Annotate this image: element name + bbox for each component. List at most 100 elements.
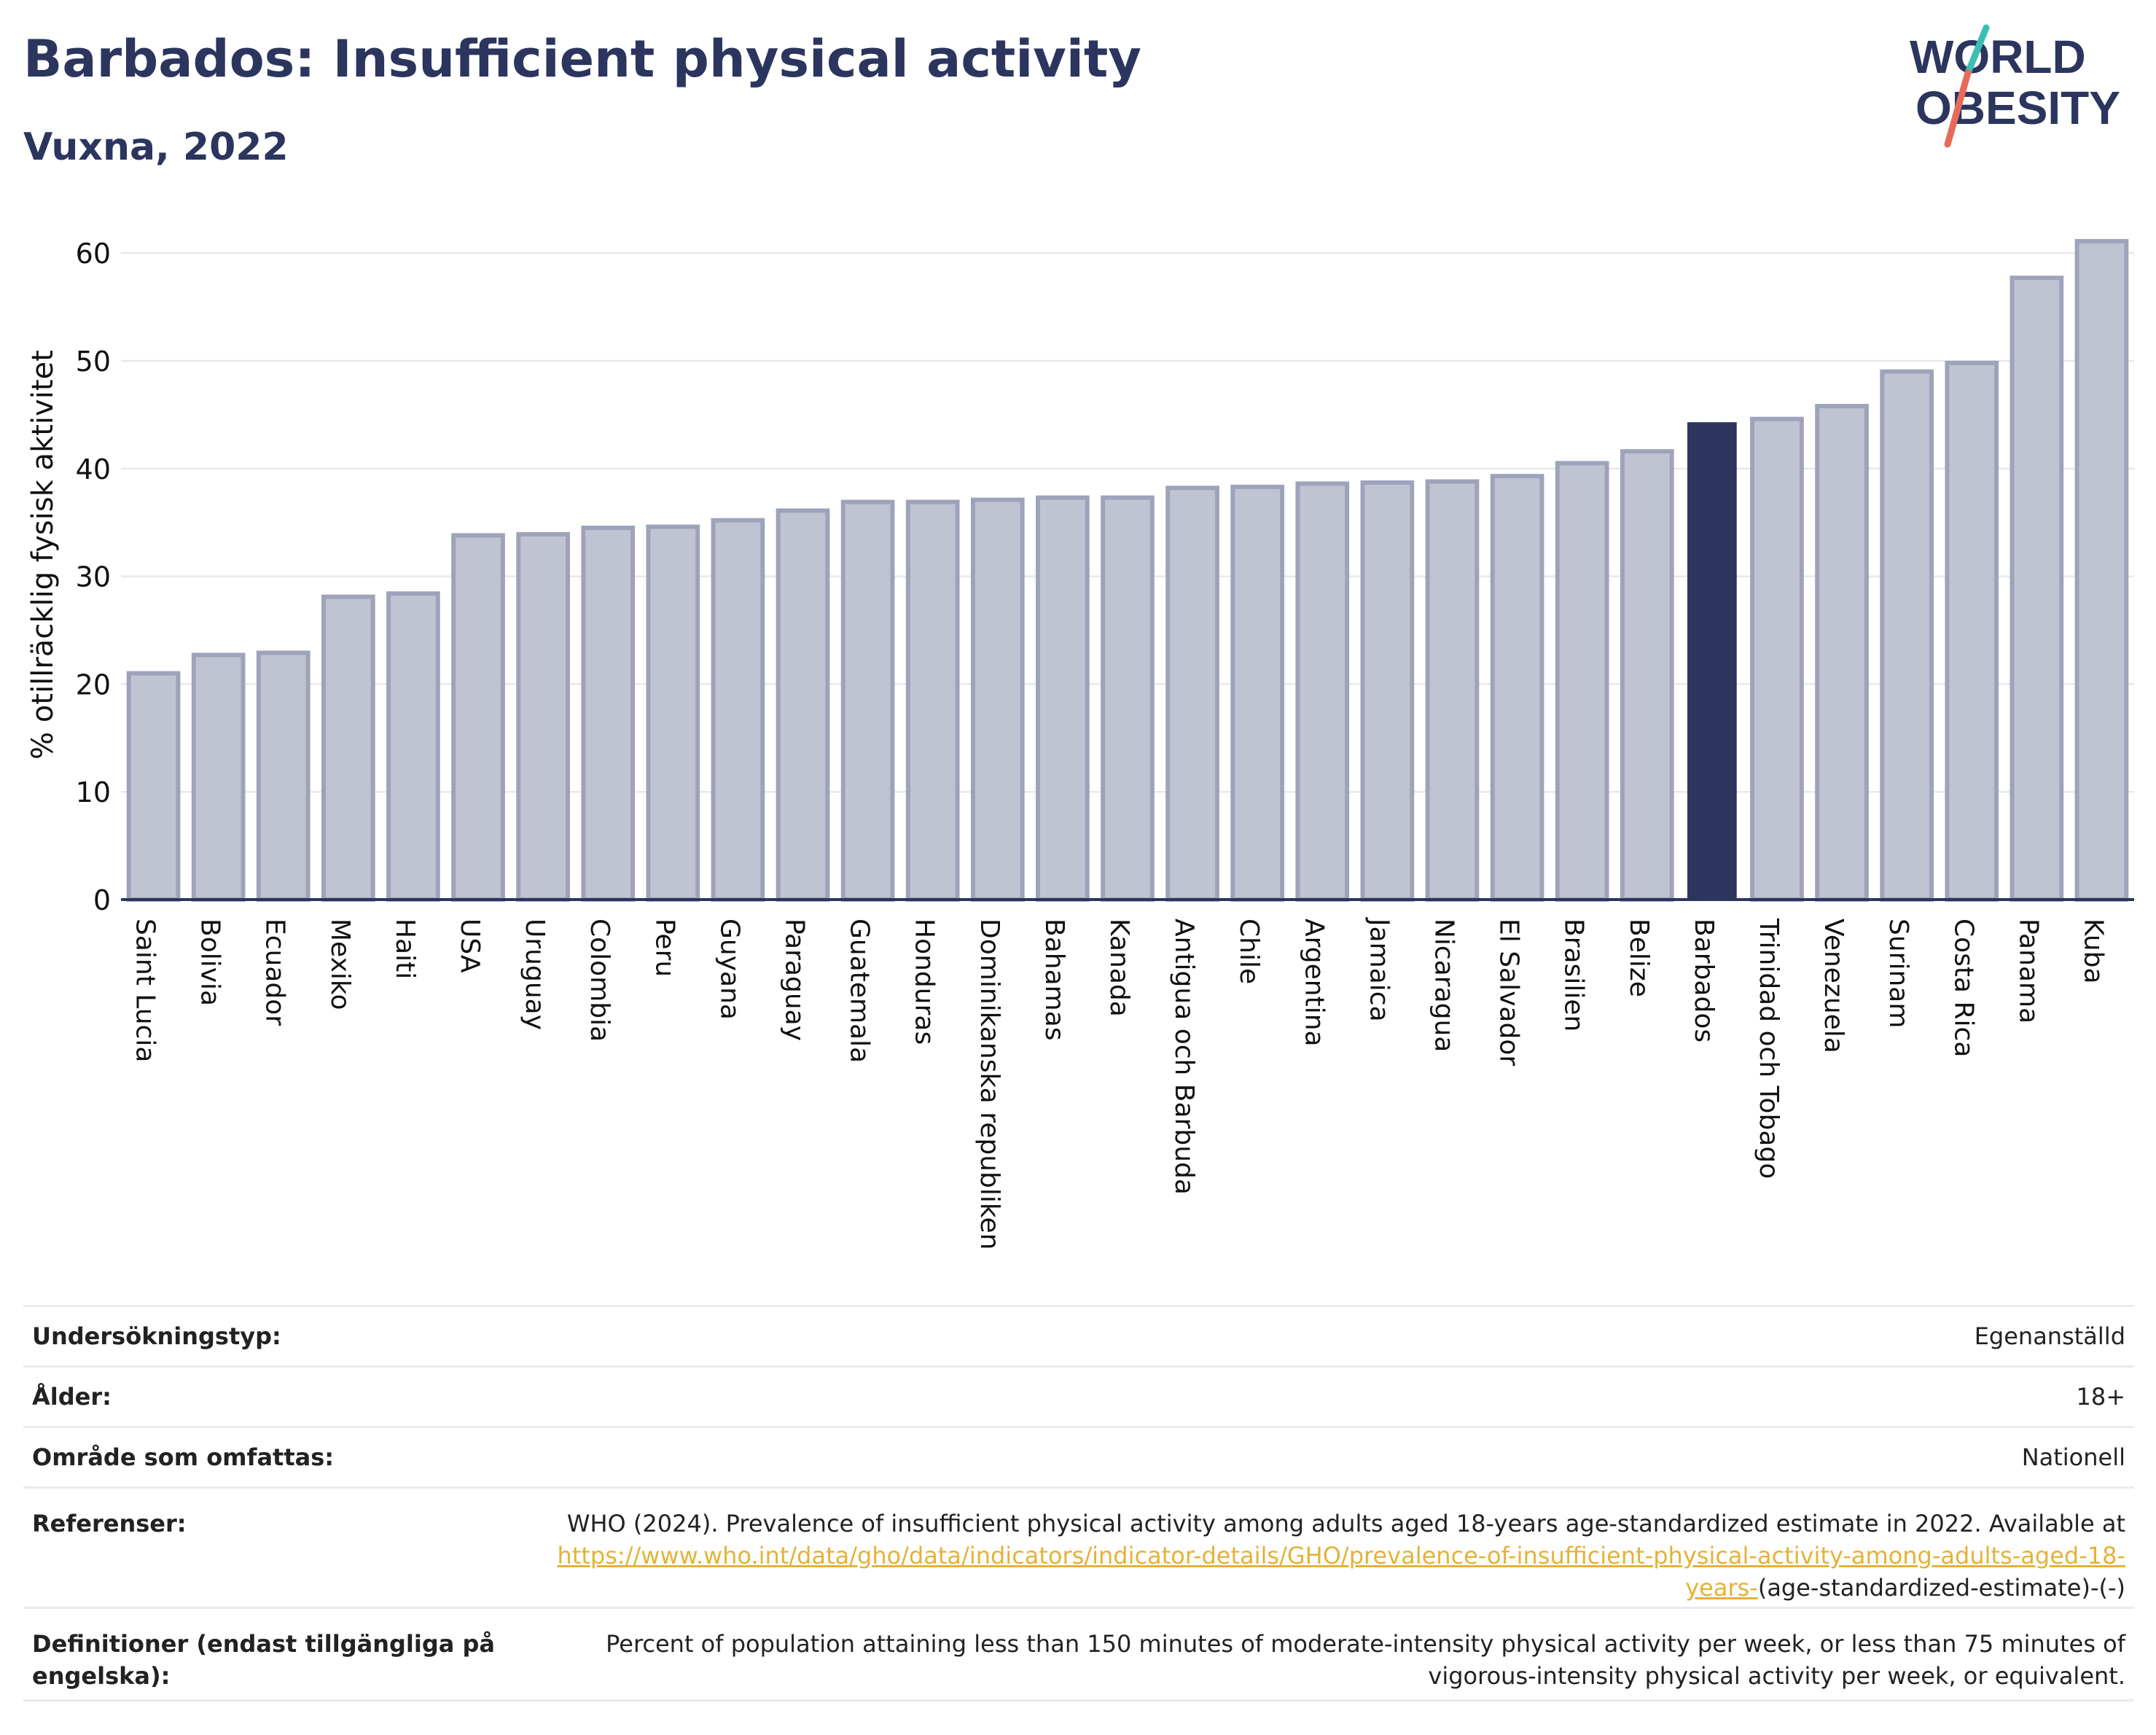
survey-type-row: Undersökningstyp: Egenanställd bbox=[23, 1305, 2134, 1367]
bar-kuba[interactable] bbox=[2074, 238, 2129, 902]
bar-belize[interactable] bbox=[1620, 449, 1674, 902]
y-tick-label: 30 bbox=[76, 561, 111, 593]
x-tick-label: Guyana bbox=[714, 919, 744, 1020]
y-tick-label: 0 bbox=[93, 884, 111, 916]
bar-bolivia[interactable] bbox=[191, 652, 246, 902]
bar-trinidad-och-tobago[interactable] bbox=[1750, 416, 1804, 902]
bar-uruguay[interactable] bbox=[516, 531, 570, 902]
area-row: Område som omfattas: Nationell bbox=[23, 1426, 2134, 1488]
logo-slash-bottom bbox=[1944, 69, 1972, 148]
bar-jamaica[interactable] bbox=[1360, 480, 1415, 902]
bar-antigua-och-barbuda[interactable] bbox=[1165, 486, 1219, 902]
x-tick-label: Peru bbox=[649, 919, 679, 977]
bar-panama[interactable] bbox=[2009, 276, 2064, 902]
y-tick-label: 60 bbox=[76, 238, 111, 270]
logo-slash-top bbox=[1964, 24, 1990, 77]
x-tick-label: Panama bbox=[2013, 919, 2043, 1024]
x-tick-label: Trinidad och Tobago bbox=[1754, 918, 1784, 1179]
age-row: Ålder: 18+ bbox=[23, 1365, 2134, 1427]
definitions-label: Definitioner (endast tillgängliga på eng… bbox=[23, 1607, 507, 1701]
bar-bahamas[interactable] bbox=[1036, 495, 1090, 902]
x-tick-label: Surinam bbox=[1883, 919, 1913, 1028]
references-tail: (age-standardized-estimate)-(-) bbox=[1757, 1574, 2125, 1602]
bar-venezuela[interactable] bbox=[1815, 404, 1869, 902]
bar-dominikanska-republiken[interactable] bbox=[970, 497, 1025, 902]
references-link[interactable]: https://www.who.int/data/gho/data/indica… bbox=[557, 1542, 2125, 1602]
bar-argentina[interactable] bbox=[1295, 481, 1350, 902]
y-tick-label: 50 bbox=[76, 346, 111, 378]
y-tick-label: 10 bbox=[76, 776, 111, 808]
references-row: Referenser: WHO (2024). Prevalence of in… bbox=[23, 1486, 2134, 1608]
x-tick-label: Ecuador bbox=[260, 919, 290, 1026]
x-tick-label: Colombia bbox=[585, 919, 614, 1042]
bar-mexiko[interactable] bbox=[321, 594, 375, 902]
bar-peru[interactable] bbox=[646, 524, 700, 902]
x-tick-label: Kuba bbox=[2078, 919, 2108, 984]
references-label: Referenser: bbox=[23, 1486, 507, 1608]
survey-type-value: Egenanställd bbox=[507, 1305, 2134, 1367]
bar-brasilien[interactable] bbox=[1555, 461, 1609, 902]
x-tick-label: Haiti bbox=[390, 919, 420, 979]
age-label: Ålder: bbox=[23, 1365, 507, 1427]
bar-usa[interactable] bbox=[451, 533, 505, 902]
logo-obesity-text: OBESITY bbox=[1915, 82, 2120, 134]
y-axis-label: % otillräcklig fysisk aktivitet bbox=[26, 350, 60, 760]
x-tick-label: Nicaragua bbox=[1429, 919, 1458, 1052]
x-tick-label: Venezuela bbox=[1819, 919, 1848, 1053]
x-tick-label: Barbados bbox=[1689, 919, 1719, 1042]
bar-barbados[interactable] bbox=[1687, 422, 1737, 900]
x-tick-label: El Salvador bbox=[1494, 919, 1524, 1066]
area-value: Nationell bbox=[507, 1426, 2134, 1488]
definitions-value: Percent of population attaining less tha… bbox=[507, 1607, 2134, 1701]
bar-guyana[interactable] bbox=[711, 518, 765, 902]
bar-kanada[interactable] bbox=[1101, 495, 1155, 902]
bar-chart: 0 10 20 30 40 50 60 Saint Lucia Bolivia Ecuador M… bbox=[26, 238, 2134, 1249]
y-tick-label: 40 bbox=[76, 453, 111, 486]
bar-nicaragua[interactable] bbox=[1425, 479, 1480, 902]
x-tick-label: Honduras bbox=[910, 919, 940, 1045]
logo-world-text: WORLD bbox=[1910, 31, 2086, 83]
bar-honduras[interactable] bbox=[905, 499, 960, 902]
bar-guatemala[interactable] bbox=[840, 499, 895, 902]
references-value: WHO (2024). Prevalence of insufficient p… bbox=[507, 1486, 2134, 1608]
x-tick-label: Jamaica bbox=[1364, 917, 1394, 1022]
x-tick-label: Antigua och Barbuda bbox=[1169, 919, 1199, 1195]
x-ticks: Saint Lucia Bolivia Ecuador Mexiko Haiti USA U… bbox=[130, 917, 2109, 1249]
age-value: 18+ bbox=[507, 1365, 2134, 1427]
references-text: WHO (2024). Prevalence of insufficient p… bbox=[566, 1510, 2125, 1537]
bar-paraguay[interactable] bbox=[776, 508, 830, 902]
x-tick-label: Uruguay bbox=[520, 919, 550, 1030]
x-tick-label: Bolivia bbox=[195, 919, 225, 1006]
bar-saint-lucia[interactable] bbox=[126, 671, 181, 902]
bar-costa-rica[interactable] bbox=[1945, 360, 1999, 902]
x-tick-label: Costa Rica bbox=[1948, 919, 1978, 1057]
survey-type-label: Undersökningstyp: bbox=[23, 1305, 507, 1367]
bar-colombia[interactable] bbox=[581, 526, 636, 902]
world-obesity-logo[interactable]: WORLD OBESITY bbox=[1895, 22, 2143, 153]
x-tick-label: Chile bbox=[1234, 919, 1264, 984]
x-tick-label: Argentina bbox=[1299, 919, 1329, 1047]
definitions-row: Definitioner (endast tillgängliga på eng… bbox=[23, 1607, 2134, 1701]
x-tick-label: USA bbox=[455, 919, 485, 973]
x-tick-label: Belize bbox=[1624, 919, 1654, 997]
x-tick-label: Saint Lucia bbox=[130, 919, 160, 1062]
bars bbox=[126, 238, 2129, 902]
x-tick-label: Dominikanska republiken bbox=[975, 919, 1004, 1249]
area-label: Område som omfattas: bbox=[23, 1426, 507, 1488]
bar-el-salvador[interactable] bbox=[1490, 474, 1544, 902]
x-tick-label: Mexiko bbox=[325, 919, 355, 1010]
x-tick-label: Kanada bbox=[1104, 919, 1134, 1017]
chart-subtitle: Vuxna, 2022 bbox=[23, 125, 289, 169]
bar-surinam[interactable] bbox=[1880, 369, 1934, 902]
x-tick-label: Paraguay bbox=[780, 919, 810, 1041]
bar-haiti[interactable] bbox=[386, 591, 440, 902]
metadata-table: Undersökningstyp: Egenanställd Ålder: 18… bbox=[23, 1305, 2134, 1701]
x-tick-label: Bahamas bbox=[1039, 919, 1069, 1041]
bar-ecuador[interactable] bbox=[256, 650, 310, 902]
bar-chile[interactable] bbox=[1230, 484, 1285, 902]
y-ticks: 0 10 20 30 40 50 60 bbox=[76, 238, 111, 916]
x-tick-label: Brasilien bbox=[1559, 919, 1589, 1032]
chart-title: Barbados: Insufficient physical activity bbox=[23, 29, 1141, 89]
x-tick-label: Guatemala bbox=[845, 919, 875, 1063]
y-tick-label: 20 bbox=[76, 668, 111, 701]
